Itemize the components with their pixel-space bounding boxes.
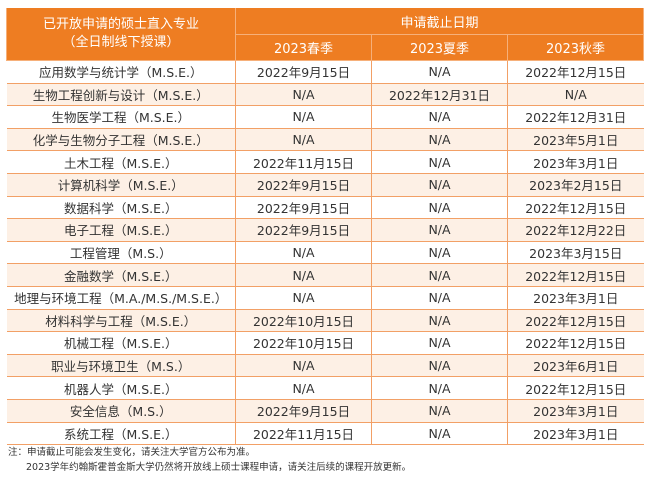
program-cell: 数据科学（M.S.E.） bbox=[6, 196, 236, 220]
program-cell: 应用数学与统计学（M.S.E.） bbox=[6, 60, 236, 84]
table-row: 职业与环境卫生（M.S.） N/A N/A 2023年6月1日 bbox=[6, 354, 644, 378]
table-row: 机器人学（M.S.E.） N/A N/A 2022年12月15日 bbox=[6, 376, 644, 400]
deadline-cell: N/A bbox=[235, 241, 372, 265]
season-header: 2023夏季 bbox=[371, 34, 508, 61]
deadline-cell: 2022年10月15日 bbox=[235, 309, 372, 333]
deadline-cell: N/A bbox=[235, 263, 372, 287]
program-cell: 安全信息（M.S.） bbox=[6, 399, 236, 423]
deadline-cell: 2023年3月1日 bbox=[506, 150, 644, 174]
program-cell: 机器人学（M.S.E.） bbox=[6, 376, 236, 400]
deadline-cell: N/A bbox=[371, 60, 508, 84]
table-row: 地理与环境工程（M.A./M.S./M.S.E.） N/A N/A 2023年3月1日 bbox=[6, 286, 644, 310]
deadline-cell: N/A bbox=[371, 196, 508, 220]
deadline-cell: 2022年9月15日 bbox=[235, 173, 372, 197]
deadline-cell: N/A bbox=[235, 83, 372, 107]
program-cell: 职业与环境卫生（M.S.） bbox=[6, 354, 236, 378]
table-row: 机械工程（M.S.E.） 2022年10月15日 N/A 2022年12月15日 bbox=[6, 331, 644, 355]
deadline-cell: N/A bbox=[371, 241, 508, 265]
deadline-cell: 2023年2月15日 bbox=[506, 173, 644, 197]
deadline-cell: 2023年6月1日 bbox=[506, 354, 644, 378]
deadline-cell: 2023年5月1日 bbox=[506, 128, 644, 152]
deadline-cell: N/A bbox=[235, 286, 372, 310]
deadline-cell: N/A bbox=[235, 376, 372, 400]
table-row: 材料科学与工程（M.S.E.） 2022年10月15日 N/A 2022年12月15日 bbox=[6, 309, 644, 333]
deadline-cell: 2022年12月15日 bbox=[506, 376, 644, 400]
footnotes: 注：申请截止可能会发生变化，请关注大学官方公布为准。 2023学年约翰斯霍普金斯… bbox=[8, 445, 411, 475]
table-row: 生物医学工程（M.S.E.） N/A N/A 2022年12月31日 bbox=[6, 105, 644, 129]
program-cell: 化学与生物分子工程（M.S.E.） bbox=[6, 128, 236, 152]
deadline-cell: N/A bbox=[371, 105, 508, 129]
deadline-header: 申请截止日期 bbox=[234, 8, 645, 35]
deadline-cell: N/A bbox=[371, 331, 508, 355]
table-row: 安全信息（M.S.） 2022年9月15日 N/A 2023年3月1日 bbox=[6, 399, 644, 423]
deadline-cell: 2022年12月22日 bbox=[506, 218, 644, 242]
deadline-cell: N/A bbox=[371, 218, 508, 242]
table-row: 化学与生物分子工程（M.S.E.） N/A N/A 2023年5月1日 bbox=[6, 128, 644, 152]
program-cell: 工程管理（M.S.） bbox=[6, 241, 236, 265]
deadline-cell: 2022年10月15日 bbox=[235, 331, 372, 355]
program-cell: 电子工程（M.S.E.） bbox=[6, 218, 236, 242]
deadline-cell: N/A bbox=[371, 128, 508, 152]
program-cell: 土木工程（M.S.E.） bbox=[6, 150, 236, 174]
deadline-cell: 2023年3月1日 bbox=[506, 399, 644, 423]
deadline-cell: N/A bbox=[371, 150, 508, 174]
program-cell: 生物医学工程（M.S.E.） bbox=[6, 105, 236, 129]
program-cell: 生物工程创新与设计（M.S.E.） bbox=[6, 83, 236, 107]
table-row: 工程管理（M.S.） N/A N/A 2023年3月15日 bbox=[6, 241, 644, 265]
deadline-cell: N/A bbox=[371, 422, 508, 446]
deadline-cell: 2022年11月15日 bbox=[235, 422, 372, 446]
deadline-cell: N/A bbox=[371, 309, 508, 333]
program-cell: 材料科学与工程（M.S.E.） bbox=[6, 309, 236, 333]
season-header: 2023春季 bbox=[235, 34, 372, 61]
deadline-cell: 2022年12月15日 bbox=[506, 309, 644, 333]
program-cell: 地理与环境工程（M.A./M.S./M.S.E.） bbox=[6, 286, 236, 310]
table-row: 应用数学与统计学（M.S.E.） 2022年9月15日 N/A 2022年12月15日 bbox=[6, 60, 644, 84]
deadline-cell: N/A bbox=[235, 105, 372, 129]
deadline-cell: N/A bbox=[235, 128, 372, 152]
deadline-cell: 2022年11月15日 bbox=[235, 150, 372, 174]
deadline-cell: 2022年12月15日 bbox=[506, 263, 644, 287]
program-cell: 机械工程（M.S.E.） bbox=[6, 331, 236, 355]
deadline-cell: 2022年9月15日 bbox=[235, 60, 372, 84]
program-header: 已开放申请的硕士直入专业 （全日制线下授课） bbox=[6, 8, 236, 61]
deadline-table: 已开放申请的硕士直入专业 （全日制线下授课） 申请截止日期 2023春季 202… bbox=[6, 8, 645, 446]
deadline-cell: N/A bbox=[371, 376, 508, 400]
deadline-cell: 2023年3月15日 bbox=[506, 241, 644, 265]
deadline-cell: N/A bbox=[371, 263, 508, 287]
program-cell: 系统工程（M.S.E.） bbox=[6, 422, 236, 446]
deadline-cell: 2022年12月15日 bbox=[506, 196, 644, 220]
deadline-cell: 2022年12月31日 bbox=[371, 83, 508, 107]
note: 2023学年约翰斯霍普金斯大学仍然将开放线上硕士课程申请，请关注后续的课程开放更… bbox=[26, 462, 412, 473]
table-row: 系统工程（M.S.E.） 2022年11月15日 N/A 2023年3月1日 bbox=[6, 422, 644, 446]
deadline-cell: 2022年12月15日 bbox=[506, 331, 644, 355]
program-cell: 金融数学（M.S.E.） bbox=[6, 263, 236, 287]
deadline-cell: N/A bbox=[371, 399, 508, 423]
deadline-cell: N/A bbox=[371, 173, 508, 197]
deadline-cell: N/A bbox=[235, 354, 372, 378]
deadline-cell: 2023年3月1日 bbox=[506, 286, 644, 310]
table-row: 计算机科学（M.S.E.） 2022年9月15日 N/A 2023年2月15日 bbox=[6, 173, 644, 197]
deadline-cell: 2022年9月15日 bbox=[235, 399, 372, 423]
deadline-cell: 2022年12月15日 bbox=[506, 60, 644, 84]
deadline-cell: 2022年9月15日 bbox=[235, 218, 372, 242]
season-header: 2023秋季 bbox=[506, 34, 645, 61]
deadline-cell: 2023年3月1日 bbox=[506, 422, 644, 446]
deadline-cell: 2022年9月15日 bbox=[235, 196, 372, 220]
program-cell: 计算机科学（M.S.E.） bbox=[6, 173, 236, 197]
table-row: 土木工程（M.S.E.） 2022年11月15日 N/A 2023年3月1日 bbox=[6, 150, 644, 174]
deadline-cell: N/A bbox=[371, 354, 508, 378]
note: 注：申请截止可能会发生变化，请关注大学官方公布为准。 bbox=[8, 447, 256, 458]
deadline-cell: N/A bbox=[371, 286, 508, 310]
deadline-cell: N/A bbox=[506, 83, 644, 107]
table-row: 电子工程（M.S.E.） 2022年9月15日 N/A 2022年12月22日 bbox=[6, 218, 644, 242]
deadline-cell: 2022年12月31日 bbox=[506, 105, 644, 129]
table-row: 数据科学（M.S.E.） 2022年9月15日 N/A 2022年12月15日 bbox=[6, 196, 644, 220]
table-row: 金融数学（M.S.E.） N/A N/A 2022年12月15日 bbox=[6, 263, 644, 287]
table-row: 生物工程创新与设计（M.S.E.） N/A 2022年12月31日 N/A bbox=[6, 83, 644, 107]
